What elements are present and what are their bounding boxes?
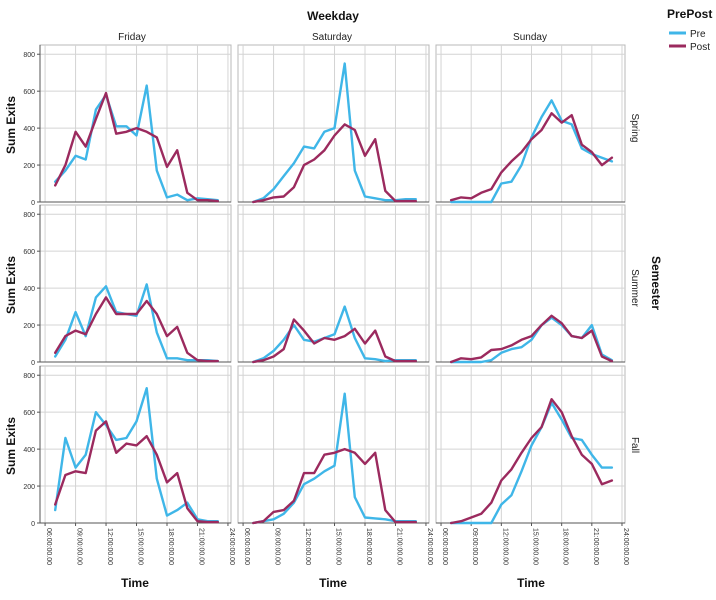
x-tick-label: 06:00:00.00 [243,528,250,565]
panel-spring-friday: 0 200 400 600 800 [23,44,232,207]
x-tick-label: 21:00:00.00 [395,528,402,565]
x-tick-label: 18:00:00.00 [365,528,372,565]
x-tick-label: 21:00:00.00 [592,528,599,565]
series-line-post-summer-saturday [251,318,417,364]
y-tick-label: 800 [23,52,35,59]
legend: PrePost Pre Post [667,7,712,53]
series-line-pre-summer-saturday [251,305,417,364]
x-tick-label: 12:00:00.00 [501,528,508,565]
x-tick-label: 06:00:00.00 [45,528,52,565]
series-line-pre-spring-sunday [449,99,614,204]
series-line-post-summer-sunday [449,314,614,364]
y-tick-label: 400 [23,126,35,133]
y-tick-label: 200 [23,323,35,330]
row-label-spring: Spring [629,114,640,143]
series-line-pre-summer-sunday [449,316,614,364]
panel-spring-friday-frame [39,44,232,203]
x-axis-label-friday: Time [121,576,149,590]
x-tick-label: 24:00:00.00 [228,528,235,565]
series-line-post-summer-friday [54,296,220,363]
panel-spring-sunday [435,44,626,204]
panel-grid: 0200400600800020040060080002004006008000… [23,44,629,565]
panel-fall-sunday: 06:00:00.00 09:00:00.00 12:00:00.00 15:00:0… [435,365,629,565]
legend-label-post: Post [690,42,710,53]
chart-title: Weekday [307,9,359,23]
y-tick-label: 400 [23,286,35,293]
x-tick-label: 09:00:00.00 [76,528,83,565]
series-line-pre-summer-friday [54,283,220,363]
x-tick-label: 15:00:00.00 [137,528,144,565]
x-tick-label: 12:00:00.00 [304,528,311,565]
y-tick-label: 800 [23,373,35,380]
x-tick-label: 18:00:00.00 [167,528,174,565]
series-line-pre-fall-saturday [251,392,417,525]
series-line-post-spring-sunday [449,112,614,202]
panel-summer-sunday [435,204,626,364]
series-line-post-fall-friday [54,420,220,524]
x-tick-label: 15:00:00.00 [335,528,342,565]
panel-spring-sunday-frame [435,44,626,203]
legend-label-pre: Pre [690,29,706,40]
panel-spring-saturday-frame [237,44,430,203]
series-line-post-fall-sunday [449,398,614,525]
y-tick-label: 800 [23,212,35,219]
y-tick-label: 200 [23,163,35,170]
y-tick-label: 600 [23,410,35,417]
series-line-post-spring-friday [54,91,220,203]
y-tick-label: 200 [23,484,35,491]
column-label-friday: Friday [118,32,146,43]
x-tick-label: 12:00:00.00 [106,528,113,565]
y-tick-label: 600 [23,249,35,256]
x-tick-label: 24:00:00.00 [426,528,433,565]
x-tick-label: 24:00:00.00 [622,528,629,565]
panel-fall-sunday-frame [435,365,626,524]
y-axis-label-summer: Sum Exits [4,256,18,314]
panel-summer-friday-frame [39,204,232,363]
panel-fall-friday: 0 200 400 600 800 06:00:00.00 09:00:00.00 12:00… [23,365,235,565]
x-tick-label: 18:00:00.00 [562,528,569,565]
row-label-fall: Fall [629,437,640,453]
x-tick-label: 09:00:00.00 [274,528,281,565]
y-tick-label: 0 [31,200,35,207]
x-axis-label-saturday: Time [319,576,347,590]
x-tick-label: 09:00:00.00 [471,528,478,565]
row-title: Semester [649,256,663,310]
y-tick-label: 0 [31,521,35,528]
legend-title: PrePost [667,7,712,21]
panel-fall-saturday-frame [237,365,430,524]
series-line-post-fall-saturday [251,447,417,525]
series-line-pre-fall-sunday [449,401,614,525]
y-tick-label: 400 [23,447,35,454]
y-axis-label-fall: Sum Exits [4,417,18,475]
series-line-pre-spring-friday [54,84,220,202]
series-line-post-spring-saturday [251,123,417,204]
x-tick-label: 06:00:00.00 [441,528,448,565]
x-axis-label-sunday: Time [517,576,545,590]
panel-spring-saturday [237,44,430,204]
column-label-saturday: Saturday [312,32,352,43]
y-tick-label: 600 [23,89,35,96]
x-tick-label: 21:00:00.00 [197,528,204,565]
panel-summer-saturday [237,204,430,364]
row-label-summer: Summer [629,269,640,307]
series-line-pre-spring-saturday [251,62,417,204]
column-label-sunday: Sunday [513,32,547,43]
x-tick-label: 15:00:00.00 [532,528,539,565]
y-axis-label-spring: Sum Exits [4,96,18,154]
panel-summer-friday: 0 200 400 600 800 [23,204,232,367]
series-line-pre-fall-friday [54,387,220,523]
panel-fall-saturday: 06:00:00.00 09:00:00.00 12:00:00.00 15:00:0… [237,365,433,565]
y-tick-label: 0 [31,360,35,367]
